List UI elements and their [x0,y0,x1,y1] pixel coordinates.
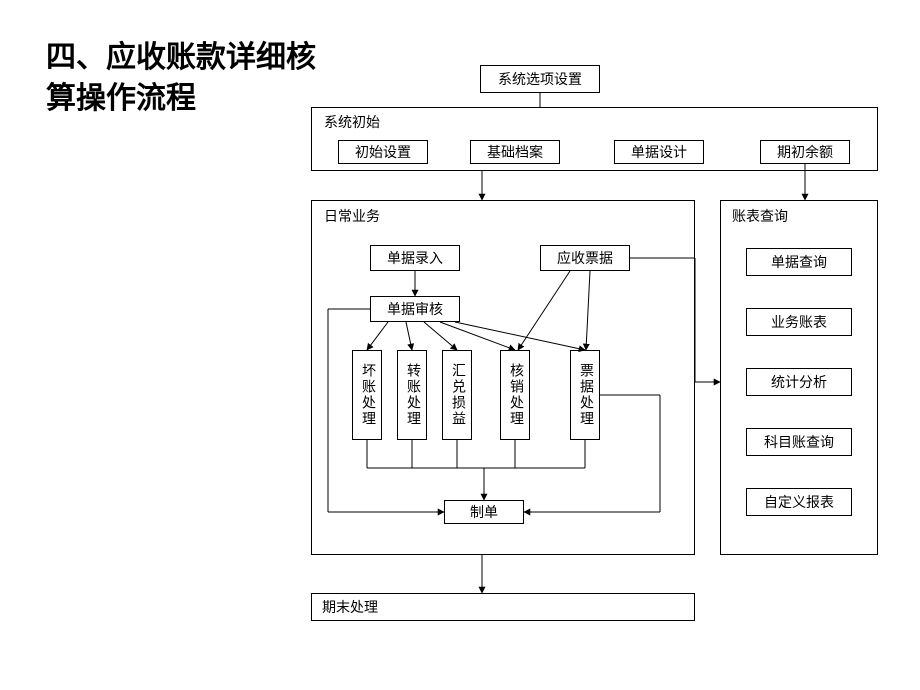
node-query-custom: 自定义报表 [746,488,852,516]
page-title: 四、应收账款详细核 算操作流程 [46,38,316,119]
node-voucher: 制单 [444,500,524,524]
node-query-stat: 统计分析 [746,368,852,396]
node-doc-design: 单据设计 [614,140,704,164]
node-audit: 单据审核 [370,296,460,322]
node-transfer: 转账处理 [397,350,427,440]
node-entry: 单据录入 [370,245,460,271]
node-init-setting: 初始设置 [338,140,428,164]
node-bill-process: 票据处理 [570,350,600,440]
title-line1: 四、应收账款详细核 [46,38,316,79]
node-period-end: 期末处理 [311,593,695,621]
node-exchange: 汇兑损益 [442,350,472,440]
group-query-label: 账表查询 [730,206,790,226]
group-system-init-label: 系统初始 [322,112,382,132]
node-receivable: 应收票据 [540,245,630,271]
node-opening-balance: 期初余额 [760,140,850,164]
group-daily-label: 日常业务 [322,206,382,226]
title-line2: 算操作流程 [46,79,316,120]
node-query-subject: 科目账查询 [746,428,852,456]
node-query-biz: 业务账表 [746,308,852,336]
node-system-option: 系统选项设置 [480,65,600,93]
node-basic-archive: 基础档案 [470,140,560,164]
node-verify: 核销处理 [500,350,530,440]
node-query-doc: 单据查询 [746,248,852,276]
node-bad-debt: 坏账处理 [352,350,382,440]
